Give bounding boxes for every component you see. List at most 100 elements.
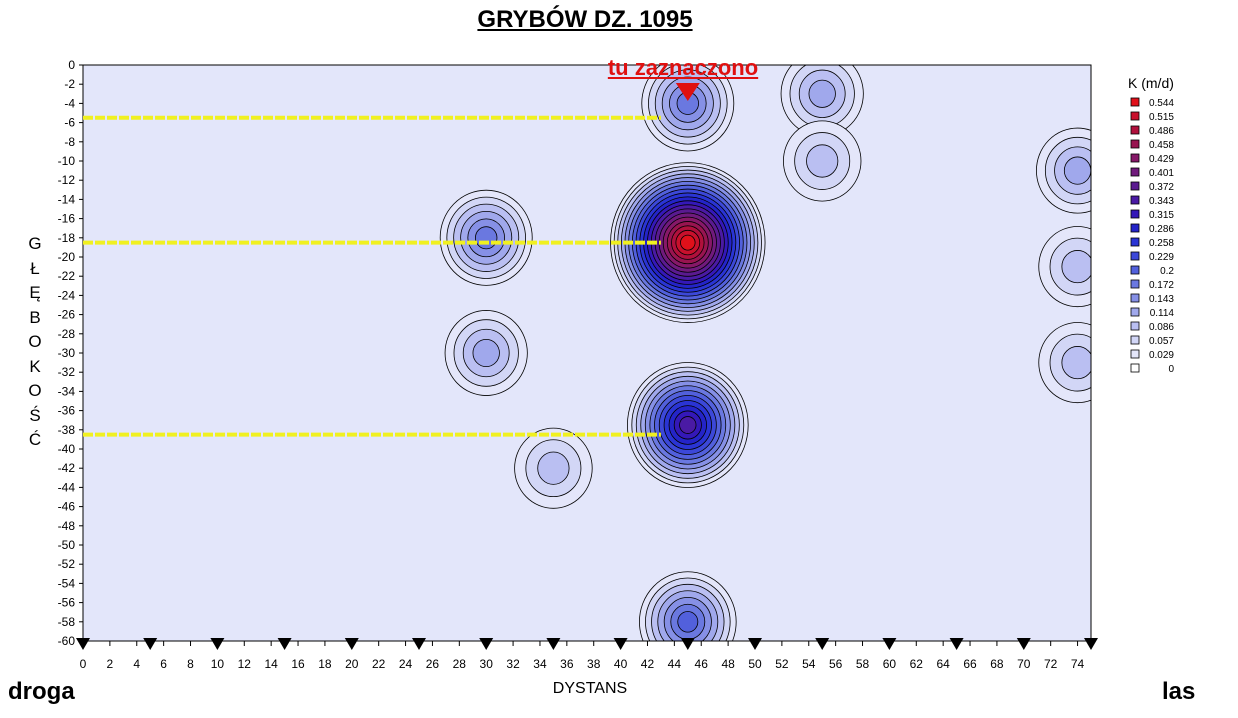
electrode-marker bbox=[344, 638, 359, 650]
x-tick-label: 28 bbox=[453, 657, 467, 671]
x-tick-label: 42 bbox=[641, 657, 655, 671]
contour-ring bbox=[677, 611, 699, 633]
legend-swatch bbox=[1130, 293, 1140, 303]
y-tick-label: -8 bbox=[64, 135, 75, 149]
y-axis-label-letter: O bbox=[28, 381, 42, 400]
x-tick-label: 64 bbox=[936, 657, 950, 671]
y-axis-label-letter: Ł bbox=[30, 258, 40, 278]
contour-ring bbox=[806, 144, 839, 178]
legend-label: 0.258 bbox=[1149, 238, 1174, 249]
annotation-label: tu zaznaczono bbox=[607, 55, 759, 80]
legend-swatch bbox=[1130, 307, 1140, 317]
y-tick-label: -46 bbox=[58, 500, 76, 514]
y-axis-label-letter: Ć bbox=[28, 430, 42, 449]
y-tick-label: -10 bbox=[58, 154, 76, 168]
legend-label: 0.114 bbox=[1150, 308, 1175, 319]
electrode-marker bbox=[412, 638, 426, 650]
electrode-marker bbox=[277, 638, 292, 650]
x-tick-label: 36 bbox=[560, 657, 574, 671]
legend-swatch bbox=[1130, 111, 1140, 121]
electrode-marker bbox=[143, 638, 158, 650]
y-tick-label: -18 bbox=[58, 231, 76, 245]
y-tick-label: -58 bbox=[58, 615, 76, 629]
contour-ring bbox=[537, 451, 570, 485]
legend-label: 0.458 bbox=[1149, 140, 1174, 151]
y-tick-label: -60 bbox=[58, 634, 76, 648]
legend-swatch bbox=[1130, 139, 1140, 149]
legend-swatch bbox=[1130, 279, 1140, 289]
legend-label: 0.486 bbox=[1149, 126, 1174, 137]
electrode-marker bbox=[210, 638, 225, 650]
legend-label: 0.029 bbox=[1149, 350, 1174, 361]
y-tick-label: -34 bbox=[58, 384, 76, 398]
y-tick-label: -32 bbox=[58, 365, 76, 379]
x-tick-label: 22 bbox=[372, 657, 386, 671]
legend-label: 0.315 bbox=[1149, 210, 1174, 221]
legend-label: 0.229 bbox=[1149, 252, 1174, 263]
y-axis-label-letter: G bbox=[28, 234, 42, 253]
legend-label: 0.429 bbox=[1149, 154, 1174, 165]
y-tick-label: -14 bbox=[58, 192, 76, 206]
y-tick-label: -22 bbox=[58, 269, 76, 283]
x-tick-label: 68 bbox=[990, 657, 1004, 671]
legend-swatch bbox=[1130, 265, 1140, 275]
legend-swatch bbox=[1130, 363, 1140, 373]
legend-swatch bbox=[1130, 321, 1140, 331]
x-tick-label: 30 bbox=[480, 657, 494, 671]
y-tick-label: -28 bbox=[58, 327, 76, 341]
x-tick-label: 46 bbox=[695, 657, 709, 671]
legend-label: 0.143 bbox=[1149, 294, 1174, 305]
legend-swatch bbox=[1130, 195, 1140, 205]
legend-label: 0.372 bbox=[1149, 182, 1174, 193]
contour-ring bbox=[1061, 250, 1091, 284]
x-tick-label: 10 bbox=[211, 657, 225, 671]
x-tick-label: 2 bbox=[107, 657, 114, 671]
legend-swatch bbox=[1130, 223, 1140, 233]
electrode-marker bbox=[949, 638, 964, 650]
y-tick-label: -52 bbox=[58, 557, 76, 571]
y-tick-label: -56 bbox=[58, 596, 76, 610]
legend-label: 0.286 bbox=[1149, 224, 1174, 235]
electrode-marker bbox=[1084, 638, 1098, 650]
legend-label: 0.086 bbox=[1149, 322, 1174, 333]
x-tick-label: 16 bbox=[291, 657, 305, 671]
y-tick-label: -38 bbox=[58, 423, 76, 437]
legend-swatch bbox=[1130, 335, 1140, 345]
legend-label: 0.343 bbox=[1149, 196, 1174, 207]
x-tick-label: 70 bbox=[1017, 657, 1031, 671]
contour-layer bbox=[439, 65, 1091, 641]
x-tick-label: 62 bbox=[910, 657, 924, 671]
contour-ring bbox=[1063, 156, 1091, 185]
y-axis-label-letter: Ś bbox=[29, 405, 41, 425]
x-tick-label: 24 bbox=[399, 657, 413, 671]
x-tick-label: 26 bbox=[426, 657, 440, 671]
x-tick-label: 52 bbox=[775, 657, 789, 671]
y-tick-label: -16 bbox=[58, 212, 76, 226]
x-tick-label: 40 bbox=[614, 657, 628, 671]
legend-label: 0.057 bbox=[1149, 336, 1174, 347]
legend-label: 0 bbox=[1168, 364, 1174, 375]
contour-ring bbox=[808, 79, 836, 108]
x-tick-label: 18 bbox=[318, 657, 332, 671]
legend-swatch bbox=[1130, 97, 1140, 107]
legend-label: 0.544 bbox=[1149, 98, 1174, 109]
legend-label: 0.401 bbox=[1149, 168, 1174, 179]
contour-ring bbox=[679, 416, 697, 434]
electrode-marker bbox=[613, 638, 628, 650]
electrode-marker bbox=[1016, 638, 1031, 650]
x-tick-label: 34 bbox=[533, 657, 547, 671]
y-tick-label: -30 bbox=[58, 346, 76, 360]
y-tick-label: -54 bbox=[58, 576, 76, 590]
x-tick-label: 56 bbox=[829, 657, 843, 671]
x-tick-label: 4 bbox=[133, 657, 140, 671]
legend-title: K (m/d) bbox=[1128, 75, 1174, 91]
left-end-label: droga bbox=[8, 678, 75, 705]
legend-swatch bbox=[1130, 237, 1140, 247]
y-tick-label: -4 bbox=[64, 96, 75, 110]
legend-swatch bbox=[1130, 349, 1140, 359]
y-axis-label-letter: O bbox=[28, 332, 42, 351]
y-tick-label: 0 bbox=[68, 58, 75, 72]
plot-background bbox=[83, 65, 1091, 641]
legend-label: 0.515 bbox=[1149, 112, 1174, 123]
